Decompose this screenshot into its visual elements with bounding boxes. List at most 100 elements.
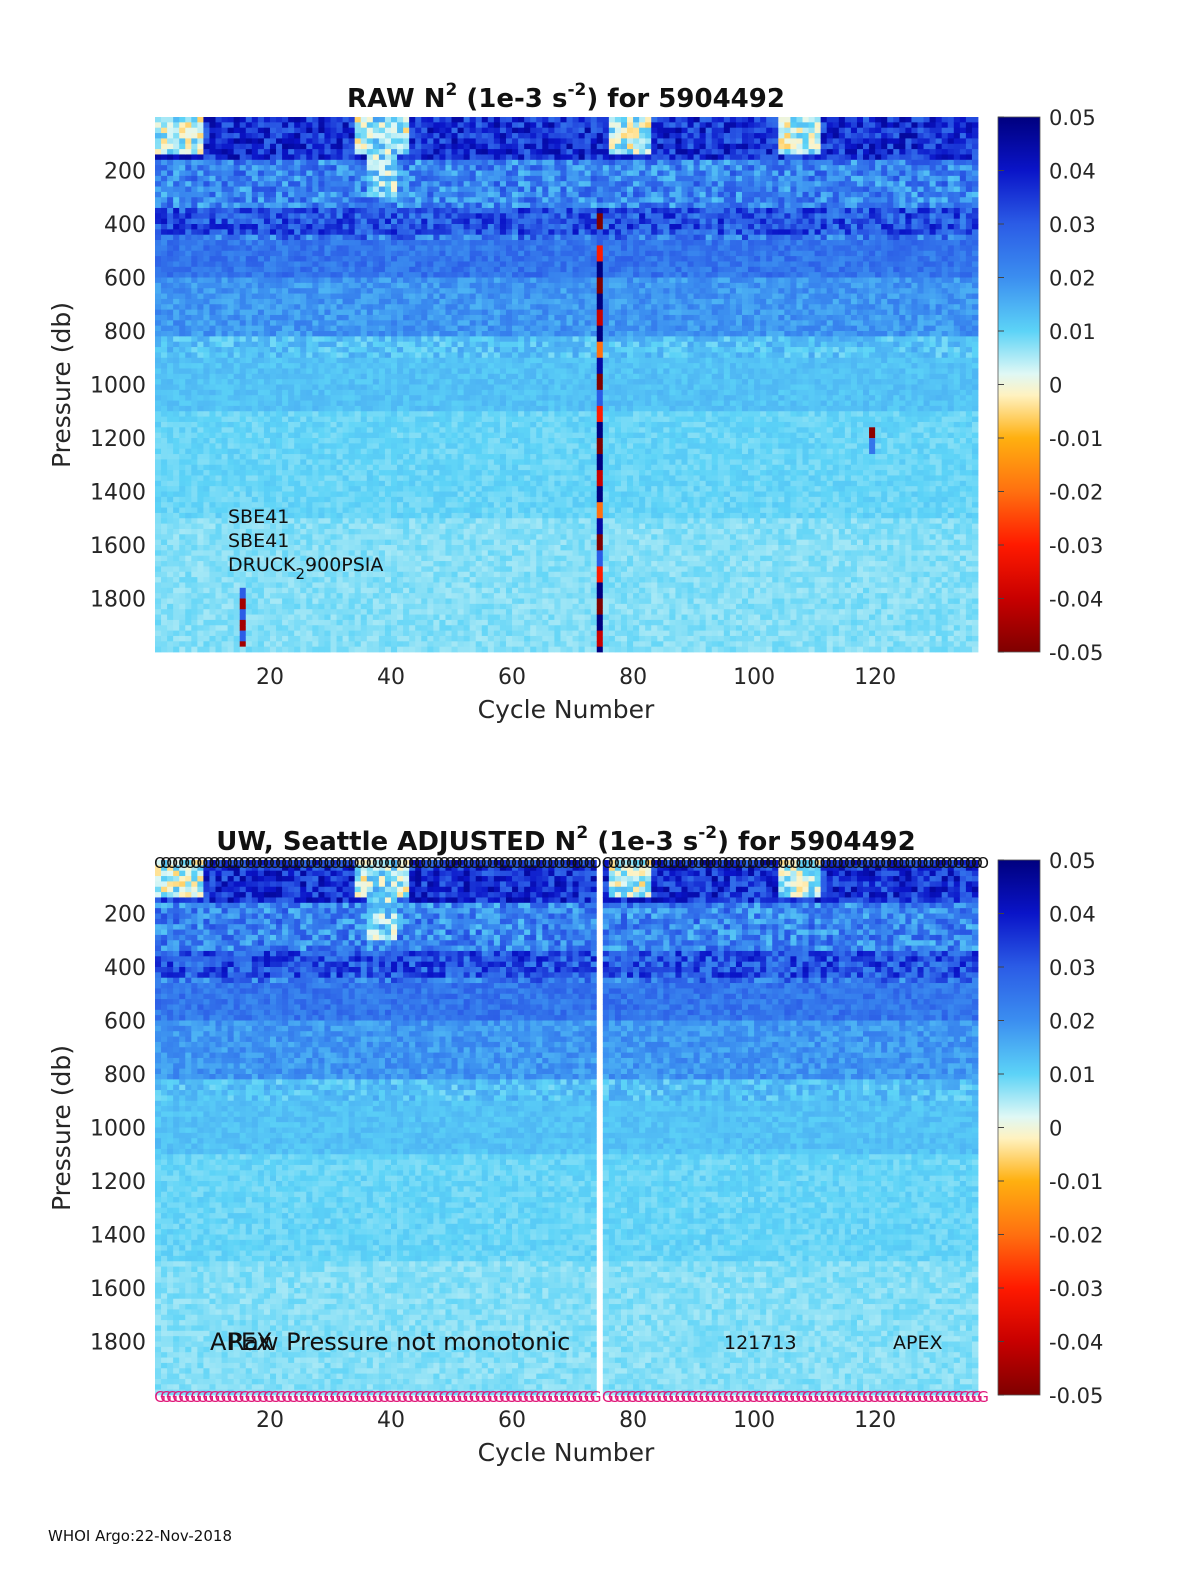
heatmap-cell (312, 256, 319, 262)
heatmap-cell (403, 475, 410, 482)
heatmap-cell (378, 314, 386, 321)
heatmap-cell (409, 646, 416, 653)
heatmap-cell (421, 646, 428, 653)
heatmap-cell (366, 357, 374, 364)
heatmap-cell (366, 379, 374, 385)
heatmap-cell (179, 202, 186, 209)
heatmap-cell (318, 170, 325, 177)
heatmap-cell (391, 550, 398, 557)
heatmap-cell (167, 635, 174, 642)
heatmap-cell (451, 197, 458, 203)
heatmap-cell (391, 475, 398, 482)
heatmap-cell (415, 459, 422, 466)
heatmap-cell (360, 475, 368, 482)
heatmap-cell (433, 454, 440, 460)
heatmap-cell (366, 555, 374, 562)
heatmap-cell (330, 502, 337, 508)
heatmap-cell (397, 587, 404, 594)
heatmap-cell (227, 159, 235, 166)
heatmap-cell (288, 154, 295, 161)
heatmap-cell (203, 149, 210, 155)
heatmap-cell (439, 261, 446, 268)
heatmap-cell (391, 363, 398, 369)
heatmap-cell (421, 577, 428, 583)
heatmap-cell (300, 127, 307, 134)
heatmap-cell (173, 363, 180, 369)
heatmap-cell (324, 261, 331, 268)
heatmap-cell (233, 272, 241, 278)
heatmap-cell (366, 127, 374, 134)
heatmap-cell (257, 470, 265, 476)
heatmap-cell (179, 288, 186, 294)
heatmap-cell (215, 491, 222, 498)
heatmap-cell (348, 320, 356, 327)
heatmap-cell (451, 314, 458, 321)
heatmap-cell (221, 293, 229, 300)
heatmap-cell (185, 507, 192, 514)
heatmap-cell (433, 395, 440, 401)
heatmap-cell (233, 261, 241, 268)
heatmap-cell (336, 443, 343, 450)
heatmap-cell (324, 603, 331, 610)
heatmap-cell (245, 133, 253, 139)
heatmap-cell (306, 411, 313, 417)
heatmap-cell (288, 448, 295, 455)
heatmap-cell (445, 154, 452, 161)
heatmap-cell (312, 149, 319, 155)
heatmap-cell (403, 331, 410, 337)
heatmap-cell (173, 261, 180, 268)
heatmap-cell (378, 496, 386, 503)
heatmap-cell (366, 545, 374, 551)
heatmap-cell (185, 133, 192, 139)
heatmap-cell (336, 277, 343, 284)
heatmap-cell (445, 159, 452, 166)
heatmap-cell (451, 229, 458, 236)
heatmap-cell (354, 448, 362, 455)
heatmap-cell (276, 165, 283, 171)
heatmap-cell (167, 218, 174, 225)
heatmap-cell (366, 496, 374, 503)
heatmap-cell (197, 528, 204, 535)
heatmap-cell (415, 256, 422, 262)
heatmap-cell (366, 373, 374, 380)
heatmap-cell (306, 416, 313, 423)
heatmap-cell (239, 250, 247, 257)
heatmap-cell (427, 288, 434, 294)
heatmap-cell (409, 143, 416, 150)
heatmap-cell (209, 571, 216, 578)
heatmap-cell (257, 379, 265, 385)
heatmap-cell (415, 127, 422, 134)
heatmap-cell (179, 427, 186, 434)
heatmap-cell (348, 518, 356, 524)
heatmap-cell (263, 502, 271, 508)
heatmap-cell (318, 635, 325, 642)
heatmap-cell (342, 207, 350, 214)
heatmap-cell (306, 250, 313, 257)
heatmap-cell (336, 609, 343, 615)
heatmap-cell (245, 331, 253, 337)
heatmap-cell (288, 122, 295, 129)
heatmap-cell (360, 138, 368, 145)
heatmap-cell (439, 405, 446, 412)
heatmap-cell (384, 427, 392, 434)
heatmap-cell (167, 133, 174, 139)
heatmap-cell (221, 561, 229, 567)
heatmap-cell (167, 491, 174, 498)
heatmap-cell (197, 352, 204, 359)
heatmap-cell (366, 539, 374, 546)
heatmap-cell (403, 587, 410, 594)
heatmap-cell (427, 411, 434, 417)
heatmap-cell (227, 593, 235, 599)
heatmap-cell (433, 261, 440, 268)
heatmap-cell (251, 405, 259, 412)
heatmap-cell (397, 336, 404, 343)
heatmap-cell (445, 368, 452, 375)
heatmap-cell (203, 534, 210, 541)
heatmap-cell (366, 486, 374, 492)
heatmap-cell (161, 523, 168, 530)
heatmap-cell (155, 138, 162, 145)
heatmap-cell (203, 502, 210, 508)
heatmap-cell (288, 411, 295, 417)
heatmap-cell (227, 154, 235, 161)
heatmap-cell (257, 357, 265, 364)
